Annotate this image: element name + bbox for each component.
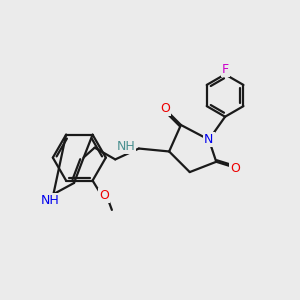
Text: NH: NH: [116, 140, 135, 153]
Text: O: O: [230, 162, 240, 175]
Text: NH: NH: [40, 194, 59, 207]
Text: O: O: [160, 102, 170, 115]
Text: F: F: [221, 62, 229, 76]
Text: O: O: [99, 189, 109, 202]
Text: N: N: [204, 133, 214, 146]
